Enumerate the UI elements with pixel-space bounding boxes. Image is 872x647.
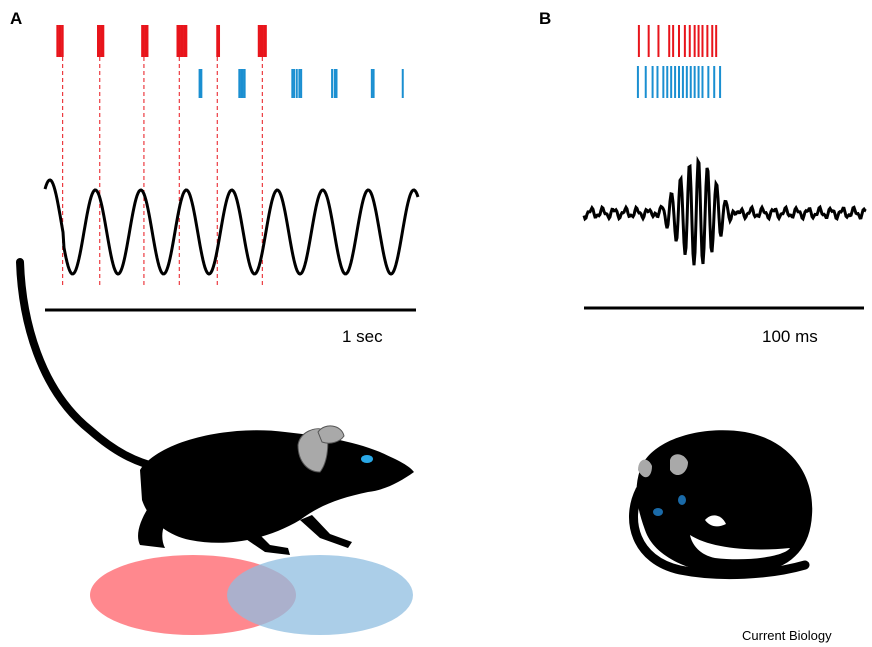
panel-a-label: A bbox=[10, 9, 22, 28]
panel-a-theta-trace bbox=[43, 178, 420, 276]
panel-a-blue-spike-raster bbox=[198, 69, 404, 98]
panel-b-red-spike-raster bbox=[637, 25, 718, 57]
figure-credit: Current Biology bbox=[742, 628, 832, 643]
panel-a-scale-label: 1 sec bbox=[342, 327, 383, 346]
panel-b-ripple-trace bbox=[582, 155, 867, 266]
blue-place-field bbox=[227, 555, 413, 635]
running-mouse-icon bbox=[16, 258, 414, 555]
sleeping-mouse-icon bbox=[629, 430, 813, 580]
panel-b: B 100 ms bbox=[539, 9, 867, 346]
panel-a-red-spike-raster bbox=[56, 25, 267, 57]
panel-b-label: B bbox=[539, 9, 551, 28]
panel-b-scale-label: 100 ms bbox=[762, 327, 818, 346]
panel-a-reference-lines bbox=[62, 57, 263, 287]
panel-b-blue-spike-raster bbox=[636, 66, 722, 98]
panel-a: A 1 sec bbox=[10, 9, 420, 346]
place-fields bbox=[90, 555, 413, 635]
